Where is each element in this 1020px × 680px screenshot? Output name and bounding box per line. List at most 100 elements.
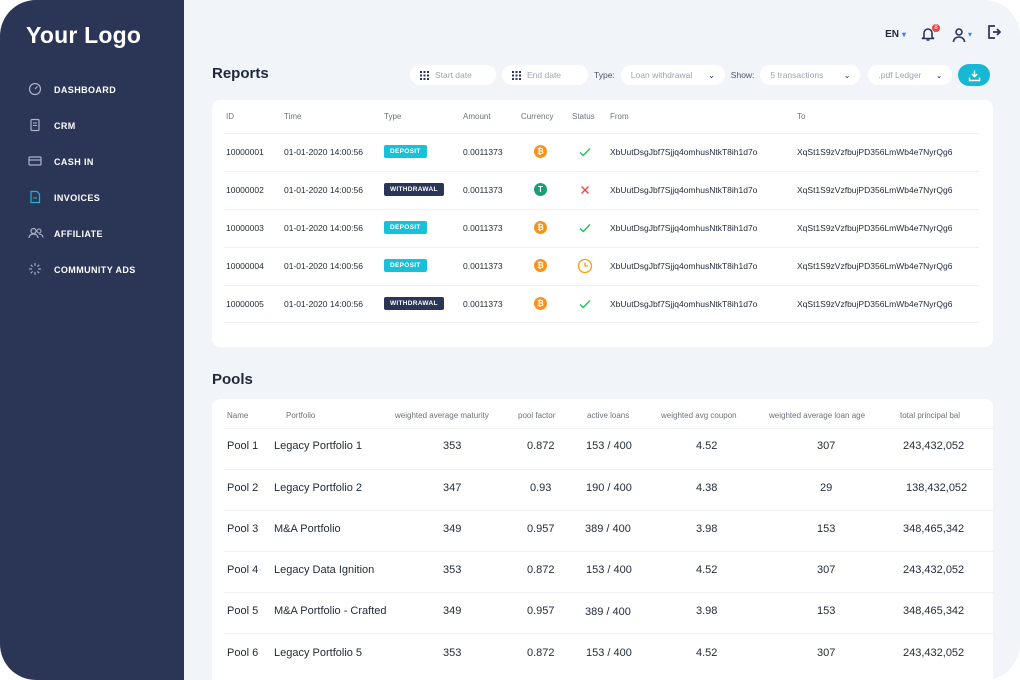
row-divider bbox=[224, 209, 979, 210]
pool-principal: 348,465,342 bbox=[903, 523, 965, 535]
pool-factor: 0.957 bbox=[527, 605, 555, 617]
report-filters: Start date End date Type: Loan withdrawa… bbox=[410, 64, 991, 86]
pools-table-header: Name Portfolio weighted average maturity… bbox=[212, 411, 993, 423]
row-to: XqSt1S9zVzfbujPD356LmWb4e7NyrQg6 bbox=[797, 261, 953, 271]
chevron-down-icon: ▾ bbox=[967, 30, 972, 39]
reports-title: Reports bbox=[212, 65, 269, 82]
table-row[interactable]: 10000002 01-01-2020 14:00:56 WITHDRAWAL … bbox=[212, 171, 993, 209]
table-row[interactable]: 10000004 01-01-2020 14:00:56 DEPOSIT 0.0… bbox=[212, 247, 993, 285]
bitcoin-icon: ₿ bbox=[534, 221, 547, 234]
column-header-pool-factor: pool factor bbox=[518, 411, 556, 420]
pool-factor: 0.872 bbox=[527, 647, 555, 659]
column-header-time: Time bbox=[284, 112, 302, 121]
end-date-placeholder: End date bbox=[527, 70, 562, 80]
table-row[interactable]: Pool 5 M&A Portfolio - Crafted 349 0.957… bbox=[212, 592, 993, 633]
show-filter-label: Show: bbox=[730, 70, 755, 80]
show-select[interactable]: 5 transactions ⌄ bbox=[760, 65, 861, 85]
row-id: 10000003 bbox=[226, 223, 264, 233]
row-divider bbox=[224, 551, 993, 552]
pool-principal: 138,432,052 bbox=[906, 482, 968, 494]
type-select[interactable]: Loan withdrawal ⌄ bbox=[620, 65, 725, 85]
row-to: XqSt1S9zVzfbujPD356LmWb4e7NyrQg6 bbox=[797, 147, 953, 157]
pool-portfolio: Legacy Portfolio 1 bbox=[274, 440, 363, 452]
table-row[interactable]: Pool 6 Legacy Portfolio 5 353 0.872 153 … bbox=[212, 633, 993, 674]
row-divider bbox=[224, 322, 979, 323]
column-header-active-loans: active loans bbox=[587, 411, 630, 420]
pool-portfolio: M&A Portfolio bbox=[274, 523, 341, 535]
row-amount: 0.0011373 bbox=[463, 185, 503, 195]
table-row[interactable]: 10000001 01-01-2020 14:00:56 DEPOSIT 0.0… bbox=[212, 133, 993, 171]
bitcoin-icon: ₿ bbox=[534, 259, 547, 272]
pool-portfolio: M&A Portfolio - Crafted bbox=[274, 605, 387, 617]
column-header-type: Type bbox=[384, 112, 402, 121]
table-row[interactable]: Pool 3 M&A Portfolio 349 0.957 389 / 400… bbox=[212, 510, 993, 551]
row-divider bbox=[224, 633, 993, 634]
language-selector[interactable]: EN ▾ bbox=[885, 29, 906, 40]
check-icon bbox=[578, 297, 592, 313]
download-button[interactable] bbox=[958, 64, 991, 86]
pool-maturity: 353 bbox=[443, 440, 462, 452]
pool-maturity: 349 bbox=[443, 605, 462, 617]
pool-maturity: 353 bbox=[443, 564, 462, 576]
pool-active-loans: 389 / 400 bbox=[585, 606, 631, 618]
sidebar-item-cash-in[interactable]: CASH IN bbox=[0, 144, 184, 180]
table-row[interactable]: Pool 4 Legacy Data Ignition 353 0.872 15… bbox=[212, 551, 993, 592]
column-header-status: Status bbox=[572, 112, 595, 121]
sidebar-nav: DASHBOARD CRM CASH IN INVOICES bbox=[0, 72, 184, 288]
row-from: XbUutDsgJbf7Sjjq4omhusNtkT8ih1d7o bbox=[610, 299, 758, 309]
language-value: EN bbox=[885, 29, 899, 40]
table-row[interactable]: 10000005 01-01-2020 14:00:56 WITHDRAWAL … bbox=[212, 285, 993, 323]
end-date-input[interactable]: End date bbox=[502, 65, 588, 85]
sidebar-item-affiliate[interactable]: AFFILIATE bbox=[0, 216, 184, 252]
row-id: 10000005 bbox=[226, 299, 264, 309]
chevron-down-icon: ⌄ bbox=[708, 70, 715, 80]
column-header-to: To bbox=[797, 112, 806, 121]
reports-table: ID Time Type Amount Currency Status From… bbox=[212, 100, 993, 347]
column-header-currency: Currency bbox=[521, 112, 554, 121]
logout-button[interactable] bbox=[986, 24, 1002, 45]
column-header-name: Name bbox=[227, 411, 249, 420]
type-badge: WITHDRAWAL bbox=[384, 183, 444, 196]
row-id: 10000004 bbox=[226, 261, 264, 271]
pool-factor: 0.957 bbox=[527, 523, 555, 535]
pool-principal: 243,432,052 bbox=[903, 564, 965, 576]
row-divider bbox=[224, 171, 979, 172]
table-row[interactable]: Pool 1 Legacy Portfolio 1 353 0.872 153 … bbox=[212, 428, 993, 469]
row-amount: 0.0011373 bbox=[463, 261, 503, 271]
bell-icon bbox=[921, 27, 935, 41]
row-amount: 0.0011373 bbox=[463, 223, 503, 233]
row-divider bbox=[224, 247, 979, 248]
row-time: 01-01-2020 14:00:56 bbox=[284, 185, 363, 195]
sidebar-item-label: CASH IN bbox=[54, 157, 94, 167]
row-divider bbox=[224, 133, 979, 134]
pool-coupon: 4.52 bbox=[696, 564, 718, 576]
table-row[interactable]: 10000003 01-01-2020 14:00:56 DEPOSIT 0.0… bbox=[212, 209, 993, 247]
pool-active-loans: 190 / 400 bbox=[586, 482, 632, 494]
calendar-icon bbox=[420, 70, 429, 80]
invoice-icon bbox=[28, 190, 44, 206]
pool-name: Pool 6 bbox=[227, 647, 259, 659]
start-date-input[interactable]: Start date bbox=[410, 65, 496, 85]
column-header-from: From bbox=[610, 112, 629, 121]
pool-active-loans: 153 / 400 bbox=[586, 440, 632, 452]
format-select[interactable]: .pdf Ledger ⌄ bbox=[868, 65, 953, 85]
row-from: XbUutDsgJbf7Sjjq4omhusNtkT8ih1d7o bbox=[610, 185, 758, 195]
notification-button[interactable]: 8 bbox=[920, 23, 940, 44]
tether-icon: T bbox=[534, 183, 547, 196]
type-badge: WITHDRAWAL bbox=[384, 297, 444, 310]
document-icon bbox=[28, 118, 44, 134]
sidebar-item-label: AFFILIATE bbox=[54, 229, 103, 239]
pool-coupon: 4.52 bbox=[696, 647, 718, 659]
column-header-id: ID bbox=[226, 112, 234, 121]
sidebar-item-dashboard[interactable]: DASHBOARD bbox=[0, 72, 184, 108]
column-header-principal: total principal bal bbox=[900, 411, 961, 420]
row-id: 10000001 bbox=[226, 147, 264, 157]
user-menu-button[interactable]: ▾ bbox=[952, 27, 972, 43]
sidebar-item-crm[interactable]: CRM bbox=[0, 108, 184, 144]
sidebar-item-community-ads[interactable]: COMMUNITY ADS bbox=[0, 252, 184, 288]
card-icon bbox=[28, 154, 44, 170]
table-row[interactable]: Pool 2 Legacy Portfolio 2 347 0.93 190 /… bbox=[212, 469, 993, 510]
sidebar-item-invoices[interactable]: INVOICES bbox=[0, 180, 184, 216]
sidebar-item-label: COMMUNITY ADS bbox=[54, 265, 136, 275]
